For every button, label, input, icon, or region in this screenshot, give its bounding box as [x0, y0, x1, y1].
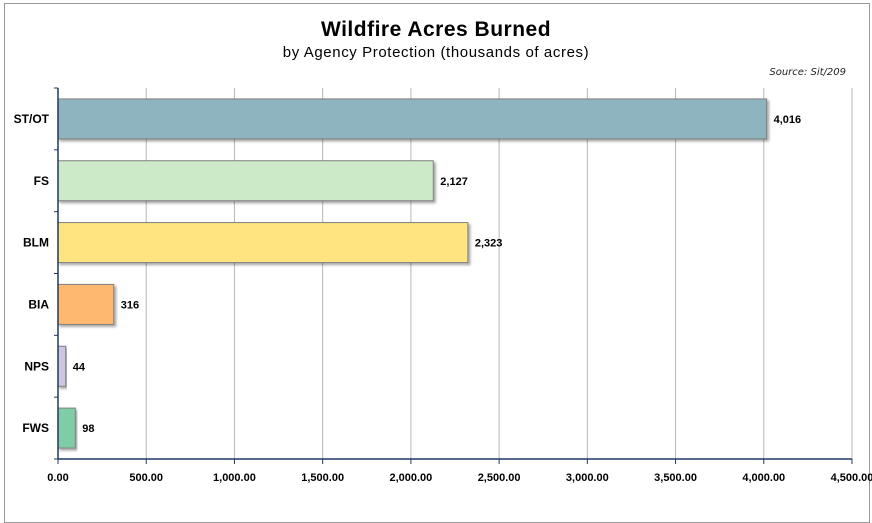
x-tick-label: 0.00 [47, 472, 68, 484]
x-tick-label: 4,000.00 [742, 472, 785, 484]
bar-value-label: 2,127 [440, 176, 468, 188]
bar-value-label: 44 [73, 361, 86, 373]
chart-title: Wildfire Acres Burned [320, 18, 552, 41]
chart-subtitle: by Agency Protection (thousands of acres… [282, 44, 590, 61]
x-tick-label: 4,500.00 [831, 472, 872, 484]
x-tick-label: 1,000.00 [213, 472, 256, 484]
source-note: Source: Sit/209 [769, 67, 846, 78]
category-label: NPS [24, 359, 49, 373]
bar [57, 98, 768, 140]
category-label: BIA [28, 297, 49, 311]
bar-chart: 4,016 2,127 2,323 316 44 98 ST/OT FS BLM BIA NPS F… [14, 87, 872, 484]
bar-value-label: 98 [82, 423, 94, 435]
bar [57, 345, 67, 387]
bar [57, 283, 115, 325]
x-tick-label: 3,000.00 [566, 472, 609, 484]
x-tick-label: 2,000.00 [389, 472, 432, 484]
bar-value-label: 4,016 [774, 114, 802, 126]
gridlines [145, 88, 853, 459]
x-tick-label: 3,500.00 [654, 472, 697, 484]
x-tick-label: 1,500.00 [301, 472, 344, 484]
category-label: ST/OT [14, 112, 50, 126]
x-tick-label: 500.00 [129, 472, 163, 484]
bar [57, 222, 469, 264]
bar-value-label: 316 [121, 299, 139, 311]
category-label: FWS [22, 421, 49, 435]
x-tick-label: 2,500.00 [478, 472, 521, 484]
bar-value-label: 2,323 [475, 238, 503, 250]
bar [57, 160, 434, 202]
bar [57, 407, 76, 449]
bars: 4,016 2,127 2,323 316 44 98 [57, 98, 802, 449]
category-label: FS [34, 174, 49, 188]
axes: ST/OT FS BLM BIA NPS FWS 0.00 500.00 1,000.00 1,5… [14, 87, 872, 484]
category-label: BLM [23, 236, 49, 250]
